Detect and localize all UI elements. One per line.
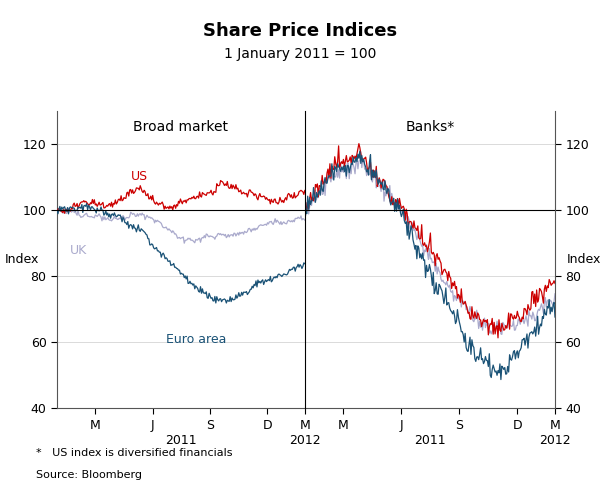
- Text: US: US: [131, 170, 148, 183]
- Text: *   US index is diversified financials: * US index is diversified financials: [36, 448, 233, 458]
- Text: Source: Bloomberg: Source: Bloomberg: [36, 470, 142, 480]
- Text: UK: UK: [70, 244, 86, 257]
- Text: 2011: 2011: [166, 434, 197, 447]
- Text: 1 January 2011 = 100: 1 January 2011 = 100: [224, 47, 376, 61]
- Text: 2012: 2012: [539, 434, 571, 447]
- Text: Index: Index: [566, 253, 600, 266]
- Text: Share Price Indices: Share Price Indices: [203, 22, 397, 40]
- Text: Euro area: Euro area: [166, 333, 226, 346]
- Text: 2012: 2012: [289, 434, 320, 447]
- Text: Broad market: Broad market: [133, 120, 229, 134]
- Text: Banks*: Banks*: [405, 120, 455, 134]
- Text: Index: Index: [5, 253, 40, 266]
- Text: 2011: 2011: [415, 434, 446, 447]
